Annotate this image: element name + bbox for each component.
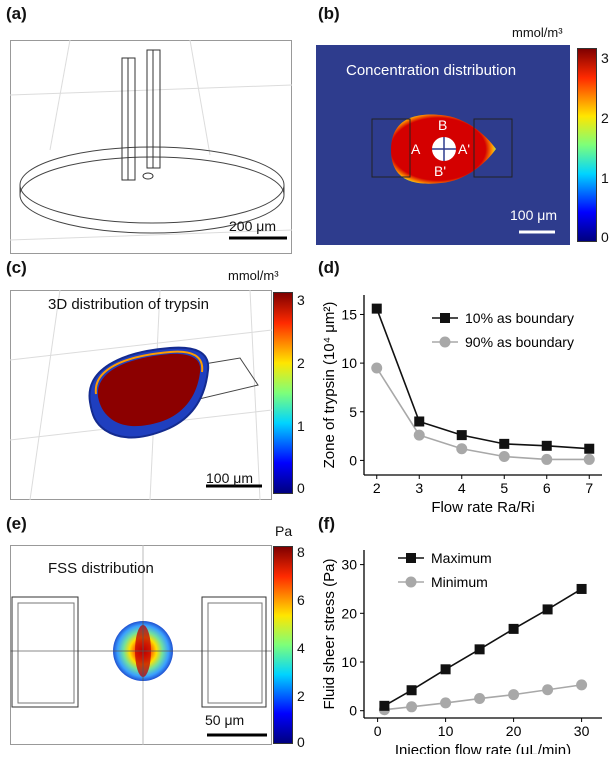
scalebar-b-label: 100 μm <box>510 207 557 223</box>
data-point <box>371 362 383 374</box>
y-tick-label: 0 <box>349 703 357 719</box>
x-axis-label: Injection flow rate (μL/min) <box>395 742 571 754</box>
legend-marker <box>440 313 450 323</box>
y-axis-label: Fluid sheer stress (Pa) <box>321 559 338 710</box>
data-point <box>406 685 417 696</box>
data-point <box>542 684 554 696</box>
data-point <box>583 453 595 465</box>
colorbar-e-tick: 6 <box>297 592 305 608</box>
data-point <box>474 644 485 655</box>
x-tick-label: 10 <box>438 723 454 739</box>
chart-d: 2 3 4 5 6 7 0 5 10 15 Flow rate Ra/Ri Zone of tryps… <box>321 295 602 515</box>
colorbar-b-tick: 1 <box>601 170 609 186</box>
x-tick-label: 0 <box>374 723 382 739</box>
panel-e-title: FSS distribution <box>48 560 154 577</box>
data-point <box>371 303 382 314</box>
y-tick-label: 20 <box>341 605 357 621</box>
data-point <box>541 453 553 465</box>
colorbar-e <box>273 546 293 744</box>
data-point <box>456 443 468 455</box>
data-point <box>456 430 467 441</box>
legend-label: 10% as boundary <box>465 310 574 326</box>
x-tick-label: 7 <box>585 480 593 496</box>
colorbar-b <box>577 48 597 242</box>
panel-label-b: (b) <box>318 4 340 23</box>
data-point <box>440 664 451 675</box>
colorbar-e-unit: Pa <box>275 523 293 539</box>
data-point <box>406 701 418 713</box>
scalebar-c-label: 100 μm <box>206 470 253 486</box>
data-point <box>414 416 425 427</box>
panel-e-fss-map <box>10 545 272 745</box>
colorbar-b-tick: 3 <box>601 50 609 66</box>
legend-label: 90% as boundary <box>465 334 574 350</box>
x-tick-label: 20 <box>506 723 522 739</box>
x-tick-label: 4 <box>458 480 466 496</box>
data-point <box>499 438 510 449</box>
y-tick-label: 15 <box>341 306 357 322</box>
x-tick-label: 2 <box>373 480 381 496</box>
series-line <box>376 308 590 450</box>
series-line <box>376 367 590 461</box>
colorbar-b-unit: mmol/m³ <box>512 25 563 40</box>
data-point <box>440 697 452 709</box>
point-label-a-prime: A' <box>458 141 471 157</box>
x-tick-label: 6 <box>543 480 551 496</box>
panel-b-concentration-map <box>316 45 570 245</box>
x-tick-label: 3 <box>415 480 423 496</box>
legend-marker <box>405 576 417 588</box>
y-tick-label: 10 <box>341 355 357 371</box>
data-point <box>584 443 595 454</box>
legend-label: Maximum <box>431 550 492 566</box>
panel-label-e: (e) <box>6 514 27 533</box>
panel-label-d: (d) <box>318 258 340 277</box>
scalebar-e-label: 50 μm <box>205 712 245 728</box>
y-tick-label: 5 <box>349 404 357 420</box>
y-tick-label: 0 <box>349 452 357 468</box>
colorbar-e-tick: 8 <box>297 544 305 560</box>
y-tick-label: 30 <box>341 557 357 573</box>
data-point <box>508 623 519 634</box>
point-label-a: A <box>411 141 421 157</box>
point-label-b-prime: B' <box>434 163 447 179</box>
data-point <box>413 429 425 441</box>
x-axis-label: Flow rate Ra/Ri <box>431 499 534 515</box>
data-point <box>542 604 553 615</box>
panel-b-title: Concentration distribution <box>346 62 517 79</box>
panel-label-c: (c) <box>6 258 27 277</box>
data-point <box>379 700 390 711</box>
legend-marker <box>406 553 416 563</box>
data-point <box>474 693 486 705</box>
colorbar-e-tick: 0 <box>297 734 305 750</box>
colorbar-e-tick: 4 <box>297 640 305 656</box>
colorbar-b-tick: 2 <box>601 110 609 126</box>
panel-a-device-model <box>10 40 292 254</box>
colorbar-c-tick: 0 <box>297 480 305 496</box>
data-point <box>576 583 587 594</box>
data-point <box>576 679 588 691</box>
colorbar-c-tick: 2 <box>297 355 305 371</box>
colorbar-c-tick: 3 <box>297 292 305 308</box>
point-label-b: B <box>438 117 448 133</box>
panel-c-3d-distribution <box>10 290 272 500</box>
panel-c-title: 3D distribution of trypsin <box>48 296 209 313</box>
x-tick-label: 30 <box>574 723 590 739</box>
legend-label: Minimum <box>431 574 488 590</box>
colorbar-c-unit: mmol/m³ <box>228 268 279 283</box>
data-point <box>498 451 510 463</box>
legend-marker <box>439 336 451 348</box>
y-axis-label: Zone of trypsin (10⁴ μm²) <box>321 302 338 469</box>
data-point <box>508 689 520 701</box>
data-point <box>541 440 552 451</box>
colorbar-b-tick: 0 <box>601 229 609 245</box>
panel-label-f: (f) <box>318 514 335 533</box>
y-tick-label: 10 <box>341 654 357 670</box>
panel-label-a: (a) <box>6 4 27 23</box>
scalebar-a-label: 200 μm <box>229 218 276 234</box>
colorbar-c-tick: 1 <box>297 418 305 434</box>
x-tick-label: 5 <box>500 480 508 496</box>
colorbar-c <box>273 292 293 494</box>
colorbar-e-tick: 2 <box>297 688 305 704</box>
